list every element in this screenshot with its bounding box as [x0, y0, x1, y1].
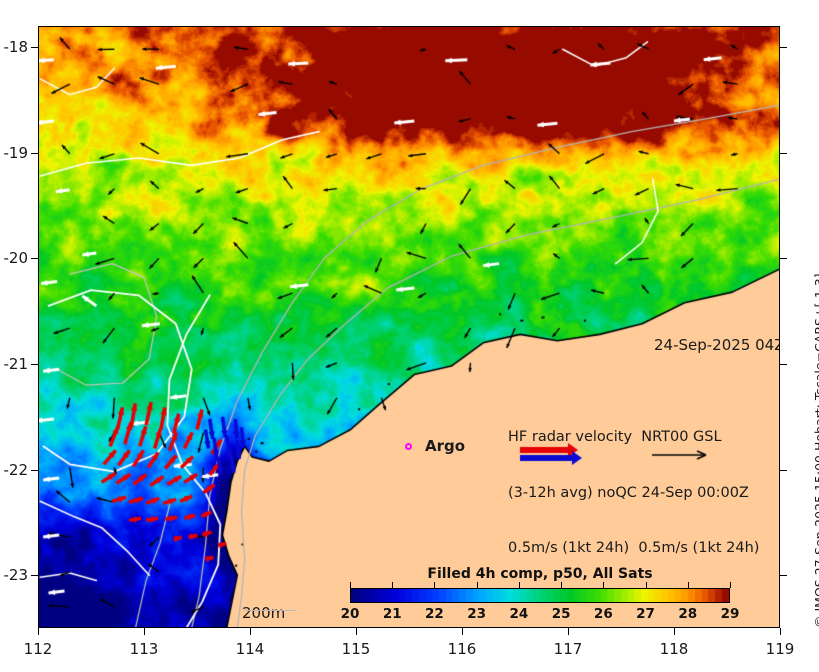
x-tick: [144, 628, 145, 635]
credit-text: © IMOS 27-Sep-2025 15:00 Hobart; Tscale=…: [812, 273, 819, 628]
colorbar-tick-label: 26: [593, 606, 613, 622]
colorbar-tick-label: 22: [425, 606, 444, 622]
y-tick: [31, 258, 38, 260]
y-tick: [31, 47, 38, 49]
y-tick: [31, 152, 38, 154]
x-tick-label: 119: [765, 640, 795, 658]
depth-legend-rule: [244, 610, 296, 611]
colorbar-tick-label: 23: [467, 606, 487, 622]
colorbar-tick: [645, 582, 647, 588]
colorbar-tick: [392, 582, 394, 588]
colorbar-tick-label: 21: [382, 606, 402, 622]
colorbar-tick: [518, 582, 520, 588]
x-tick-label: 117: [553, 640, 583, 658]
overlay-vectors-canvas: [38, 26, 780, 628]
x-tick-label: 118: [659, 640, 689, 658]
x-tick-label: 113: [129, 640, 159, 658]
x-tick: [38, 628, 39, 635]
y-tick-right: [780, 363, 787, 365]
y-tick-right: [780, 258, 787, 260]
colorbar-tick: [603, 582, 605, 588]
colorbar-tick: [730, 582, 731, 588]
y-tick-label: -23: [3, 566, 29, 585]
colorbar-tick-label: 25: [551, 606, 571, 622]
map-plot-area[interactable]: 24-Sep-2025 04Z HF radar velocity NRT00 …: [38, 26, 780, 628]
x-tick-label: 115: [341, 640, 371, 658]
x-tick-label: 112: [23, 640, 53, 658]
y-tick-label: -22: [3, 460, 29, 479]
hf-legend-line2: (3-12h avg) noQC 24-Sep 00:00Z: [508, 484, 749, 501]
y-tick: [31, 575, 38, 577]
y-tick: [31, 469, 38, 471]
colorbar-canvas: [351, 589, 729, 602]
argo-label: Argo: [425, 437, 466, 455]
x-tick-label: 116: [447, 640, 477, 658]
depth-label-shallow: 200m: [242, 604, 286, 622]
colorbar-gradient: [350, 588, 730, 603]
hf-legend-line1: HF radar velocity NRT00 GSL: [508, 429, 722, 445]
colorbar-tick: [350, 582, 351, 588]
hf-radar-legend-text: HF radar velocity NRT00 GSL (3-12h avg) …: [508, 391, 759, 595]
hf-legend-line3: 0.5m/s (1kt 24h) 0.5m/s (1kt 24h): [508, 540, 760, 556]
y-tick: [31, 363, 38, 365]
x-tick: [356, 628, 357, 635]
depth-contour-legend: 200m 1000m: [242, 566, 295, 628]
y-tick-right: [780, 469, 787, 471]
x-tick: [462, 628, 463, 635]
colorbar-tick-label: 24: [509, 606, 529, 622]
colorbar-tick: [687, 582, 689, 588]
y-tick-right: [780, 152, 787, 154]
colorbar-tick-label: 20: [340, 606, 360, 622]
colorbar-tick-label: 27: [636, 606, 655, 622]
x-tick: [780, 628, 781, 635]
y-tick-label: -18: [3, 38, 29, 57]
colorbar-tick: [561, 582, 563, 588]
colorbar-title: Filled 4h comp, p50, All Sats: [427, 566, 653, 582]
x-tick: [250, 628, 251, 635]
x-tick: [568, 628, 569, 635]
y-tick-right: [780, 575, 787, 577]
colorbar-tick: [434, 582, 436, 588]
y-tick-right: [780, 47, 787, 49]
date-stamp: 24-Sep-2025 04Z: [654, 336, 780, 354]
y-tick-label: -21: [3, 354, 29, 373]
y-tick-label: -20: [3, 249, 29, 268]
colorbar-tick-label: 28: [678, 606, 698, 622]
y-tick-label: -19: [3, 143, 29, 162]
x-tick: [674, 628, 675, 635]
colorbar: Filled 4h comp, p50, All Sats 20 21 22 23 24…: [341, 566, 740, 624]
colorbar-tick-label: 29: [720, 606, 740, 622]
x-tick-label: 114: [235, 640, 265, 658]
colorbar-tick: [476, 582, 478, 588]
argo-marker-icon: [405, 443, 412, 450]
